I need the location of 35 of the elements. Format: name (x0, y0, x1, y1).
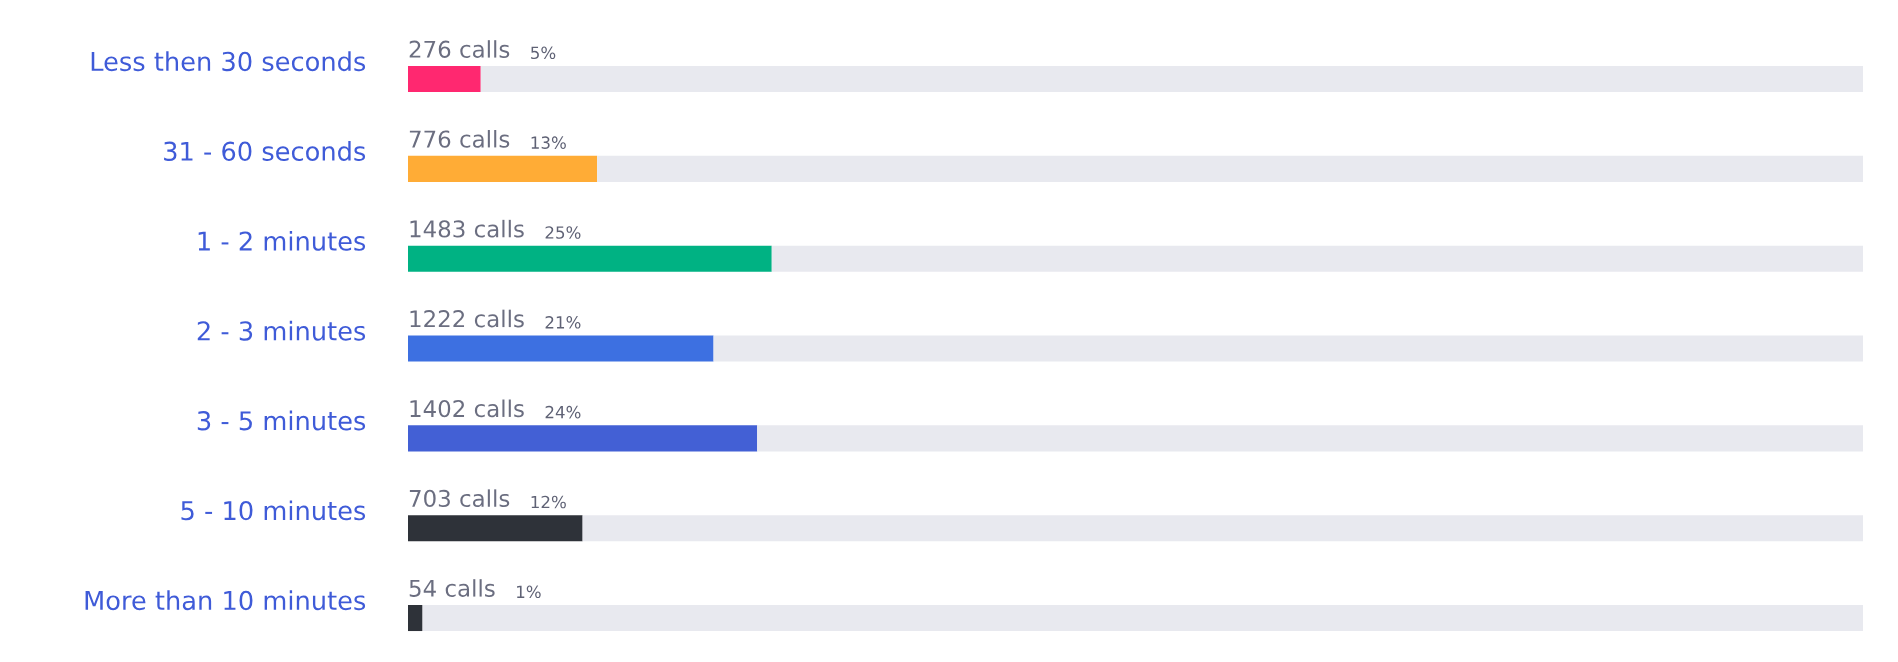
data-label: 13% (531, 136, 566, 149)
bar (408, 65, 481, 93)
y-tick-label: More than 10 minutes (85, 590, 366, 611)
bar (771, 245, 1863, 272)
data-label: 24% (545, 405, 581, 419)
y-tick-label: 2 - 3 minutes (197, 320, 366, 341)
y-tick-label: Less then 30 seconds (91, 51, 366, 72)
bar (757, 425, 1863, 452)
data-label: 12% (531, 495, 566, 509)
annotation: 1483 calls (410, 219, 524, 238)
annotation: 1402 calls (410, 399, 524, 418)
y-tick-label: 5 - 10 minutes (181, 500, 366, 521)
annotation: 276 calls (409, 40, 510, 58)
bar (408, 335, 714, 362)
bar (597, 155, 1863, 182)
bar (408, 245, 772, 272)
annotation: 54 calls (409, 579, 495, 597)
bar (422, 604, 1863, 632)
bar (408, 155, 598, 182)
bar (408, 604, 423, 632)
annotation: 1% (517, 585, 541, 599)
bar (713, 335, 1863, 362)
data-label: 25% (545, 226, 581, 239)
y-tick-label: 1 - 2 minutes (198, 230, 366, 251)
y-tick-label: 31 - 60 seconds (164, 141, 366, 161)
y-tick-label: 3 - 5 minutes (197, 410, 366, 431)
bar (408, 425, 758, 452)
data-label: 21% (545, 316, 581, 329)
data-label: 5% (531, 46, 556, 60)
annotation: 776 calls (409, 130, 510, 148)
bar (408, 515, 583, 542)
bar (480, 65, 1863, 93)
bar (582, 515, 1863, 542)
annotation: 1222 calls (410, 309, 524, 328)
annotation: 703 calls (409, 489, 510, 508)
